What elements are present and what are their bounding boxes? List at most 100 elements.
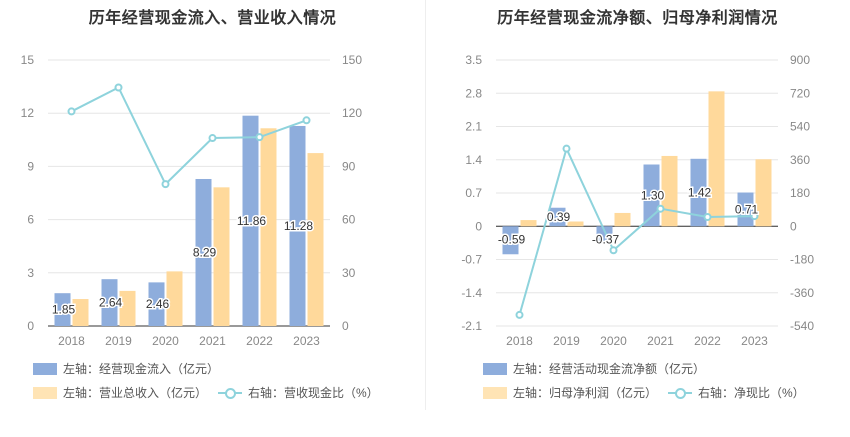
y-left-tick-label: 15: [21, 53, 35, 67]
bar-secondary: [755, 159, 772, 227]
ratio-line: [71, 86, 307, 186]
left-chart-plot: 0 0 3 30 6 60 9 90 12 120 15 150 2018 2019 2020 2021 202…: [21, 53, 363, 348]
ratio-point: [208, 134, 217, 143]
bar-primary: [289, 125, 306, 326]
legend-item-net-ratio[interactable]: 右轴：净现比（%）: [668, 384, 805, 401]
bar-primary: [242, 115, 259, 326]
y-right-tick-label: -360: [790, 286, 814, 300]
y-left-tick-label: 3: [27, 266, 34, 280]
bar-secondary: [708, 91, 725, 227]
x-tick-label: 2018: [58, 334, 85, 348]
legend-label: 右轴：营收现金比（%）: [248, 386, 379, 400]
bar-data-label: 8.29: [193, 245, 217, 259]
ratio-point: [114, 83, 123, 92]
y-left-tick-label: 9: [27, 159, 34, 173]
legend-item-net-cashflow[interactable]: 左轴：经营活动现金流净额（亿元）: [483, 360, 705, 377]
legend-label: 左轴：营业总收入（亿元）: [63, 386, 208, 400]
x-tick-label: 2021: [199, 334, 226, 348]
bar-primary: [643, 164, 660, 227]
ratio-point: [255, 133, 264, 142]
ratio-point: [302, 116, 311, 125]
legend-label: 左轴：归母净利润（亿元）: [513, 386, 658, 400]
ratio-point: [609, 246, 618, 255]
legend-label: 左轴：经营现金流入（亿元）: [63, 362, 220, 376]
x-tick-label: 2021: [647, 334, 674, 348]
y-right-tick-label: 0: [342, 319, 349, 333]
bar-data-label: 2.64: [99, 296, 123, 310]
legend-label: 右轴：净现比（%）: [698, 386, 805, 400]
ratio-line: [518, 145, 755, 316]
legend-item-cash-inflow[interactable]: 左轴：经营现金流入（亿元）: [33, 360, 219, 377]
bar-primary: [737, 192, 754, 227]
y-right-tick-label: 540: [790, 120, 810, 134]
y-left-tick-label: 0: [475, 219, 482, 233]
bar-primary: [549, 207, 566, 227]
ratio-point: [656, 204, 665, 213]
bar-primary: [195, 178, 212, 326]
x-tick-label: 2019: [105, 334, 132, 348]
bar-secondary: [520, 220, 537, 227]
y-right-tick-label: -180: [790, 253, 814, 267]
x-tick-label: 2020: [600, 334, 627, 348]
x-tick-label: 2022: [246, 334, 273, 348]
y-left-tick-label: 3.5: [465, 53, 482, 67]
legend-item-revenue[interactable]: 左轴：营业总收入（亿元）: [33, 384, 207, 401]
bar-secondary: [213, 187, 230, 326]
legend-label: 左轴：经营活动现金流净额（亿元）: [513, 362, 706, 376]
ratio-point: [562, 144, 571, 153]
x-tick-label: 2023: [293, 334, 320, 348]
ratio-point: [515, 310, 524, 319]
right-chart-plot: -2.1 -540 -1.4 -360 -0.7 -180 0 0 0.7 180 1.4 360 2.…: [461, 53, 814, 348]
bar-secondary: [72, 299, 89, 326]
bar-secondary: [166, 271, 183, 326]
bar-secondary: [614, 212, 631, 227]
bar-primary: [148, 282, 165, 326]
bar-primary: [54, 293, 71, 326]
ratio-point: [161, 180, 170, 189]
bar-data-label: 11.86: [237, 214, 266, 228]
y-left-tick-label: 6: [27, 213, 34, 227]
x-tick-label: 2018: [506, 334, 533, 348]
bar-data-label: 2.46: [146, 297, 170, 311]
x-tick-label: 2020: [152, 334, 179, 348]
legend-swatch-bar-blue: [483, 362, 507, 375]
legend-swatch-line: [218, 387, 242, 399]
y-left-tick-label: 2.8: [465, 86, 482, 100]
x-tick-label: 2023: [741, 334, 768, 348]
right-chart-title: 历年经营现金流净额、归母净利润情况: [497, 10, 778, 27]
right-chart-panel: 历年经营现金流净额、归母净利润情况 -2.1 -540 -1.4 -360 -0.7 -1…: [425, 0, 850, 437]
left-chart-title: 历年经营现金流入、营业收入情况: [88, 10, 337, 27]
y-right-tick-label: 720: [790, 86, 810, 100]
bar-secondary: [119, 290, 136, 326]
x-tick-label: 2019: [553, 334, 580, 348]
y-right-tick-label: 30: [342, 266, 356, 280]
ratio-point: [703, 213, 712, 222]
bar-primary: [502, 226, 519, 255]
y-left-tick-label: 0: [27, 319, 34, 333]
x-tick-label: 2022: [694, 334, 721, 348]
y-left-tick-label: -2.1: [461, 319, 482, 333]
bar-data-label: 0.39: [547, 210, 571, 224]
bar-primary: [690, 158, 707, 227]
y-left-tick-label: -1.4: [461, 286, 482, 300]
y-right-tick-label: 60: [342, 213, 356, 227]
ratio-point: [750, 212, 759, 221]
bar-data-label: 11.28: [284, 219, 313, 233]
y-right-tick-label: 150: [342, 53, 362, 67]
bar-data-label: 1.30: [641, 188, 665, 202]
y-right-tick-label: 360: [790, 153, 810, 167]
legend-swatch-bar-blue: [33, 362, 57, 375]
y-right-tick-label: 0: [790, 219, 797, 233]
bar-secondary: [307, 153, 324, 326]
legend-item-ratio[interactable]: 右轴：营收现金比（%）: [218, 384, 379, 401]
y-right-tick-label: 180: [790, 186, 810, 200]
bar-data-label: -0.59: [498, 232, 526, 246]
legend-swatch-bar-orange: [483, 386, 507, 399]
y-right-tick-label: 900: [790, 53, 810, 67]
y-right-tick-label: 120: [342, 106, 362, 120]
legend-item-net-profit[interactable]: 左轴：归母净利润（亿元）: [483, 384, 657, 401]
legend-swatch-bar-orange: [33, 386, 57, 399]
y-left-tick-label: 12: [21, 106, 35, 120]
y-right-tick-label: -540: [790, 319, 814, 333]
panel-divider: [425, 0, 426, 410]
